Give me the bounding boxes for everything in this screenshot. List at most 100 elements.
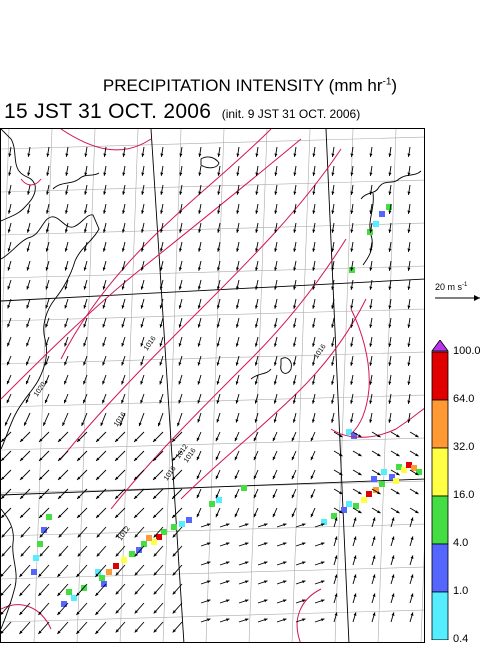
wind-arrow-head <box>25 380 29 385</box>
wind-arrow-head <box>407 400 411 404</box>
wind-arrow-head <box>38 630 42 634</box>
wind-arrow-head <box>331 381 335 385</box>
wind-arrow-head <box>255 172 259 176</box>
wind-scale-text: 20 m s <box>435 282 463 292</box>
wind-arrow-head <box>153 610 157 614</box>
wind-arrow-head <box>334 612 338 616</box>
wind-arrow-head <box>358 491 362 495</box>
precip-cell <box>113 563 119 569</box>
wind-arrow-head <box>312 362 316 366</box>
wind-arrow-head <box>226 580 230 584</box>
precip-cell <box>151 539 157 545</box>
isobar-line <box>330 407 424 438</box>
wind-arrow-head <box>350 343 354 347</box>
wind-arrow-head <box>292 381 296 385</box>
wind-arrow-head <box>396 434 400 438</box>
wind-arrow-head <box>331 153 335 157</box>
wind-arrow-head <box>216 362 220 366</box>
wind-arrow-head <box>197 419 201 423</box>
wind-arrow-head <box>115 534 119 538</box>
wind-arrow-head <box>103 210 107 214</box>
coastline <box>1 129 36 222</box>
precip-cell <box>179 521 185 527</box>
wind-arrow-head <box>274 229 278 233</box>
parallel-line <box>1 179 424 193</box>
precip-cell <box>379 211 385 217</box>
wind-arrow-head <box>122 153 126 157</box>
init-time: (init. 9 JST 31 OCT. 2006) <box>221 107 361 121</box>
wind-arrow-head <box>153 476 157 480</box>
wind-arrow-head <box>207 542 211 546</box>
wind-arrow-head <box>291 494 295 499</box>
precip-cell <box>373 221 379 227</box>
parallel-line <box>1 437 424 451</box>
wind-arrow-head <box>140 248 144 252</box>
wind-arrow-head <box>179 153 183 157</box>
wind-arrow-head <box>83 380 86 385</box>
wind-arrow-head <box>103 172 107 176</box>
wind-arrow-head <box>255 210 259 214</box>
wind-arrow-head <box>197 343 201 347</box>
wind-arrow-head <box>172 534 176 538</box>
wind-arrow-head <box>310 513 314 518</box>
wind-arrow-head <box>391 517 395 521</box>
wind-arrow-head <box>160 229 164 233</box>
wind-arrow-head <box>215 513 219 518</box>
wind-arrow-head <box>312 153 316 157</box>
wind-arrow-head <box>39 438 43 442</box>
wind-arrow-head <box>350 172 354 176</box>
wind-arrow-head <box>283 542 287 546</box>
precip-cell <box>71 595 77 601</box>
wind-arrow-head <box>369 267 373 271</box>
wind-arrow-head <box>140 324 144 328</box>
wind-arrow-head <box>172 476 176 480</box>
wind-arrow-head <box>134 572 138 576</box>
precip-cell <box>161 529 167 535</box>
wind-arrow-head <box>350 191 354 195</box>
wind-arrow-head <box>235 381 239 385</box>
wind-arrow-head <box>1 476 5 480</box>
wind-arrow-head <box>236 191 240 195</box>
wind-arrow-head <box>115 438 119 442</box>
wind-arrow-head <box>312 172 316 176</box>
wind-arrow-head <box>372 574 376 578</box>
wind-arrow-head <box>19 592 23 596</box>
wind-arrow-head <box>134 514 138 518</box>
wind-arrow-head <box>407 153 411 157</box>
precip-cell <box>37 541 43 547</box>
wind-arrow-head <box>217 229 221 233</box>
wind-arrow-head <box>64 267 68 271</box>
wind-arrow-head <box>339 510 343 514</box>
wind-arrow-head <box>46 153 50 157</box>
wind-arrow-head <box>153 553 157 557</box>
wind-arrow-head <box>312 286 316 290</box>
wind-scale: 20 m s-1 <box>432 282 492 312</box>
wind-arrow-head <box>102 305 106 309</box>
wind-arrow-head <box>292 400 296 404</box>
coastline <box>280 357 292 374</box>
wind-arrow-head <box>159 324 163 328</box>
precip-cell <box>393 478 399 484</box>
precip-cell <box>186 517 192 523</box>
wind-arrow-head <box>141 229 144 233</box>
wind-arrow-head <box>197 362 201 366</box>
wind-arrow-head <box>331 286 335 290</box>
wind-arrow-head <box>83 248 87 252</box>
wind-arrow-head <box>353 593 357 597</box>
wind-arrow-head <box>388 172 392 176</box>
wind-arrow-head <box>410 612 414 616</box>
wind-arrow-head <box>321 542 325 546</box>
wind-arrow-head <box>83 324 87 328</box>
precip-cell <box>31 569 37 575</box>
wind-arrow-head <box>331 172 335 176</box>
wind-arrow-head <box>235 286 239 290</box>
wind-arrow-head <box>45 248 49 252</box>
wind-arrow-head <box>415 472 419 476</box>
wind-arrow-head <box>172 438 176 442</box>
wind-arrow-head <box>103 191 107 195</box>
wind-arrow-head <box>102 399 105 404</box>
colorbar-tick-label: 1.0 <box>453 585 469 597</box>
wind-arrow-head <box>350 381 354 385</box>
isobar-line <box>60 129 272 360</box>
wind-arrow-head <box>255 153 259 157</box>
